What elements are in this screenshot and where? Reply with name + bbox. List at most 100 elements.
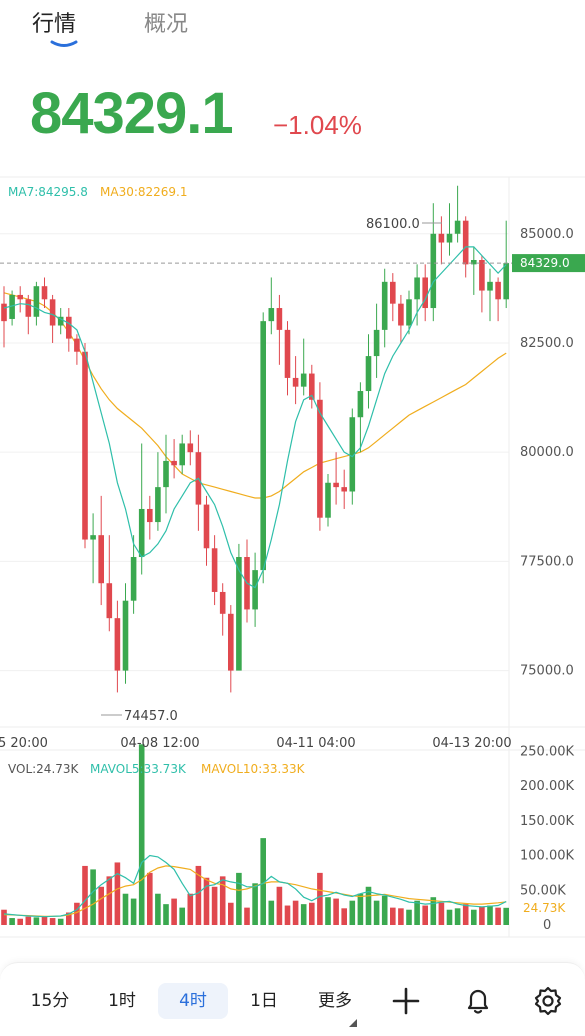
volume-bar (438, 902, 445, 925)
candle-body (317, 399, 323, 518)
candle-body (333, 482, 339, 488)
candle-body (66, 316, 72, 339)
volume-bar (122, 893, 129, 925)
period-15m[interactable]: 15分 (30, 991, 70, 1011)
candle-body (211, 548, 218, 592)
candle-body (163, 460, 169, 488)
candle-body (390, 281, 396, 304)
candle-body (74, 338, 80, 352)
candle-body (309, 373, 315, 400)
x-axis-labels: 5 20:00 04-08 12:00 04-11 04:00 04-13 20:00 (0, 736, 512, 751)
candle-body (130, 557, 137, 601)
candlestick-chart[interactable]: 85000.0 82500.0 80000.0 77500.0 75000.0 250.… (0, 170, 585, 950)
candle-body (341, 487, 347, 492)
add-icon[interactable] (388, 983, 424, 1019)
volume-tick-label: 200.00K (520, 779, 574, 794)
tab-underline (50, 40, 78, 47)
candle-body (82, 351, 88, 540)
volume-bar (138, 744, 145, 925)
volume-bar (268, 900, 275, 925)
candle-body (57, 316, 64, 326)
candle-body (90, 535, 96, 540)
price-change: −1.04% (273, 110, 362, 140)
volume-bar (219, 876, 226, 925)
candle-body (49, 299, 56, 326)
volume-bar (309, 902, 315, 925)
period-more[interactable]: 更多 (318, 991, 352, 1011)
volume-bar (9, 918, 15, 925)
volume-bar (333, 898, 339, 925)
volume-bar (252, 883, 258, 925)
candle-body (414, 277, 420, 300)
candle-body (325, 482, 331, 518)
volume-bar (90, 869, 96, 925)
volume-bar (276, 886, 283, 925)
x-tick-label: 04-08 12:00 (120, 736, 199, 751)
volume-bar (57, 918, 64, 925)
volume-bar (390, 907, 396, 925)
last-price: 84329.1 (30, 81, 234, 146)
tab-market[interactable]: 行情 (32, 12, 77, 37)
low-label: 74457.0 (124, 709, 178, 724)
volume-bar (365, 886, 372, 925)
volume-bar (17, 918, 23, 925)
candle-body (228, 613, 234, 671)
volume-bar (82, 865, 88, 925)
volume-tick-label: 150.00K (520, 814, 574, 829)
volume-bar (381, 895, 388, 925)
candle-body (422, 277, 428, 309)
volume-tick-label: 50.00K (520, 883, 566, 898)
candle-body (398, 303, 404, 326)
price-grid: 85000.0 82500.0 80000.0 77500.0 75000.0 (0, 227, 574, 679)
candle-body (454, 220, 461, 234)
volume-bar (503, 907, 509, 925)
candle-body (122, 600, 129, 671)
volume-bar (236, 872, 242, 925)
price-tick-label: 80000.0 (520, 445, 574, 460)
candles (1, 185, 509, 693)
candle-body (155, 487, 161, 523)
period-bar: 15分 1时 4时 1日 更多 (0, 962, 585, 1036)
candle-body (487, 281, 493, 291)
period-1h[interactable]: 1时 (108, 991, 136, 1011)
volume-bar (211, 886, 218, 925)
volume-bar (106, 876, 113, 925)
volume-bar (414, 900, 420, 925)
volume-bar (163, 904, 169, 925)
candle-body (406, 299, 412, 326)
tab-overview[interactable]: 概况 (144, 12, 189, 37)
volume-bar (406, 909, 412, 925)
mavol10-line (3, 865, 507, 917)
candle-body (171, 460, 177, 466)
candle-body (446, 233, 453, 243)
volume-bar (430, 897, 437, 925)
x-tick-label: 5 20:00 (0, 736, 48, 751)
candle-body (373, 329, 380, 357)
period-1d[interactable]: 1日 (250, 991, 278, 1011)
candle-body (219, 591, 226, 614)
volume-bar (446, 909, 453, 925)
volume-bar (155, 893, 161, 925)
bell-icon[interactable] (460, 983, 496, 1019)
period-4h[interactable]: 4时 (158, 983, 228, 1019)
candle-body (284, 329, 291, 378)
volume-bar (171, 898, 177, 925)
volume-bar (471, 909, 477, 925)
volume-bar (187, 893, 194, 925)
volume-ma-series (3, 854, 507, 918)
ma7-series (3, 246, 507, 589)
candle-body (260, 321, 266, 571)
current-volume-tag: 24.73K (523, 901, 566, 915)
candle-body (479, 259, 485, 291)
x-tick-label: 04-11 04:00 (276, 736, 355, 751)
volume-bar (203, 877, 210, 925)
volume-bar (130, 898, 137, 925)
volume-bar (357, 893, 364, 925)
mavol10-legend: MAVOL10:33.33K (201, 762, 306, 776)
volume-bar (398, 908, 404, 925)
candle-body (203, 504, 210, 549)
volume-bar (487, 905, 493, 925)
more-caret-icon (349, 1019, 357, 1027)
price-tick-label: 77500.0 (520, 554, 574, 569)
gear-icon[interactable] (530, 983, 566, 1019)
